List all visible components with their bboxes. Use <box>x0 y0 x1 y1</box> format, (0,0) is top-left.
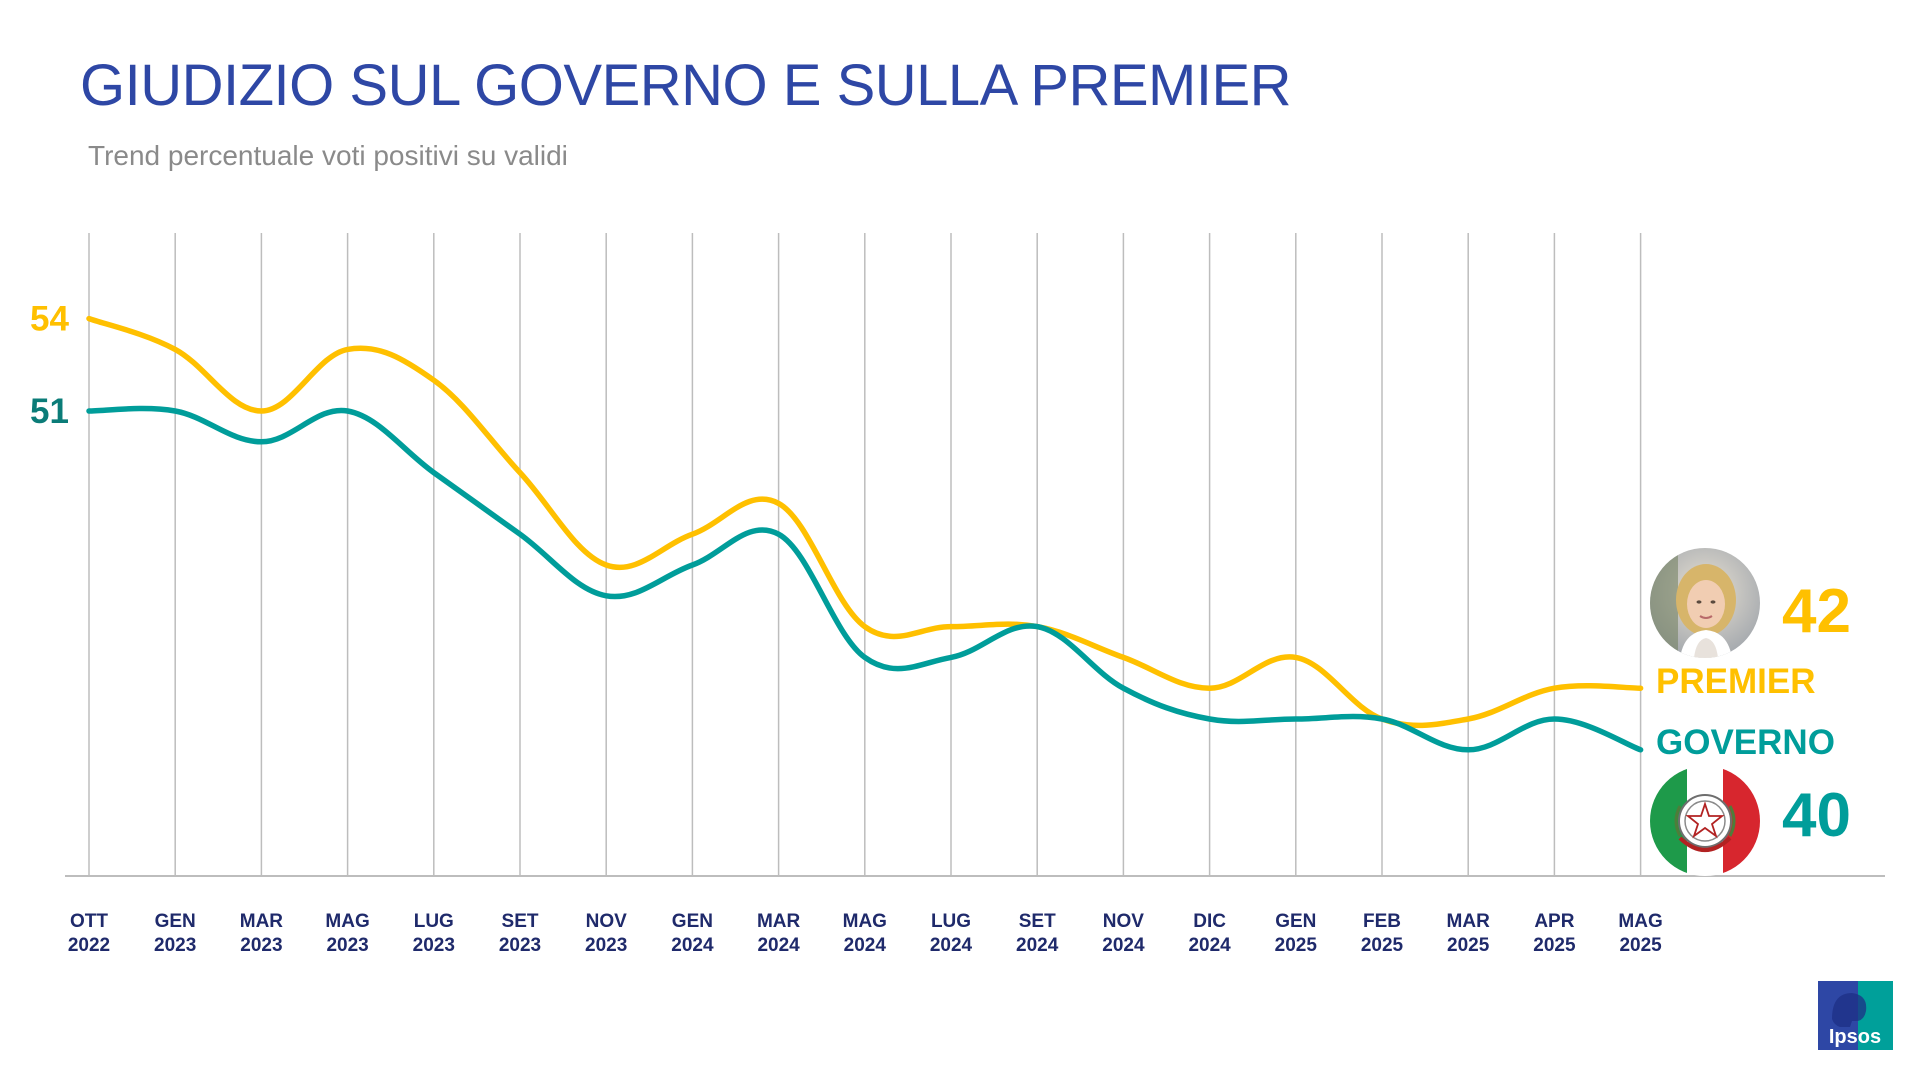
x-tick-label: MAR 2023 <box>240 911 284 956</box>
premier-start-value: 54 <box>30 300 69 339</box>
page-title: GIUDIZIO SUL GOVERNO E SULLA PREMIER <box>80 53 1292 118</box>
premier-series-label: PREMIER <box>1656 662 1816 701</box>
premier-end-value: 42 <box>1782 577 1851 646</box>
series-lines <box>86 315 1644 753</box>
x-tick-label: NOV 2024 <box>1102 911 1145 956</box>
x-tick-label: LUG 2023 <box>413 911 455 956</box>
governo-end-value: 40 <box>1782 781 1851 850</box>
x-tick-label: GEN 2023 <box>154 911 196 956</box>
x-tick-label: GEN 2024 <box>671 911 714 956</box>
x-tick-label: SET 2023 <box>499 911 541 956</box>
x-tick-label: MAG 2023 <box>325 911 369 956</box>
x-tick-label: GEN 2025 <box>1275 911 1318 956</box>
x-tick-label: MAR 2025 <box>1447 911 1491 956</box>
start-labels: 54 51 <box>30 300 69 431</box>
x-tick-label: FEB 2025 <box>1361 911 1404 956</box>
x-tick-label: LUG 2024 <box>930 911 973 956</box>
grid-lines <box>88 233 1642 876</box>
ipsos-logo: Ipsos <box>1818 981 1893 1050</box>
page-subtitle: Trend percentuale voti positivi su valid… <box>88 140 568 171</box>
x-tick-label: SET 2024 <box>1016 911 1059 956</box>
x-tick-label: DIC 2024 <box>1188 911 1231 956</box>
ipsos-logo-text: Ipsos <box>1829 1026 1881 1048</box>
x-tick-label: APR 2025 <box>1533 911 1576 956</box>
x-tick-label: MAG 2024 <box>843 911 887 956</box>
x-tick-label: OTT 2022 <box>68 911 110 956</box>
x-tick-label: MAR 2024 <box>757 911 801 956</box>
x-axis-ticks: OTT 2022 GEN 2023 MAR 2023 MAG 2023 LUG 2023 SET 20… <box>68 911 1663 956</box>
italian-republic-emblem-icon <box>1650 766 1760 876</box>
x-tick-label: MAG 2025 <box>1618 911 1662 956</box>
x-tick-label: NOV 2023 <box>585 911 627 956</box>
governo-series-label: GOVERNO <box>1656 723 1835 762</box>
premier-portrait-icon <box>1650 548 1760 658</box>
governo-start-value: 51 <box>30 392 69 431</box>
